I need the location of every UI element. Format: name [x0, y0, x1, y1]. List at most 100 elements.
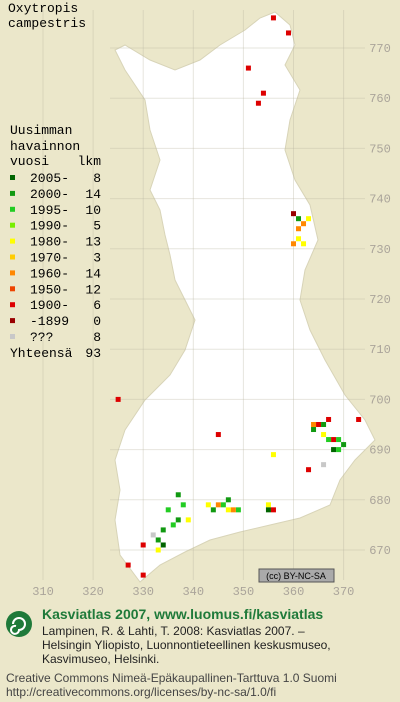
x-tick-label: 320	[82, 585, 104, 599]
legend-count: 10	[85, 203, 101, 218]
observation-square	[155, 537, 161, 543]
legend-count: 14	[85, 266, 101, 281]
observation-square	[180, 502, 186, 508]
legend-heading: havainnon	[10, 139, 80, 154]
observation-square	[160, 527, 166, 533]
observation-square	[321, 422, 327, 427]
site-name: Kasviatlas 2007, www.luomus.fi/kasviatla…	[42, 606, 323, 622]
observation-square	[140, 542, 146, 548]
observation-square	[265, 502, 271, 508]
y-tick-label: 730	[369, 243, 391, 257]
observation-square	[175, 492, 181, 498]
y-tick-label: 740	[369, 193, 391, 207]
finland-outline	[114, 11, 376, 583]
legend-count: 6	[93, 298, 101, 313]
observation-square	[296, 236, 302, 242]
observation-square	[220, 502, 226, 508]
observation-square	[336, 447, 342, 453]
observation-square	[341, 442, 347, 448]
observation-square	[185, 517, 191, 523]
observations	[115, 15, 362, 578]
legend-swatch	[10, 334, 15, 339]
citation: Kasvimuseo, Helsinki.	[42, 652, 159, 666]
x-tick-label: 310	[32, 585, 54, 599]
y-tick-label: 680	[369, 494, 391, 508]
observation-square	[285, 30, 291, 36]
observation-square	[270, 452, 276, 458]
species-title: campestris	[8, 16, 86, 31]
observation-square	[115, 396, 121, 402]
legend-count: 13	[85, 235, 101, 250]
observation-square	[230, 507, 236, 513]
observation-square	[260, 90, 266, 96]
observation-square	[160, 542, 166, 548]
legend-heading: Uusimman	[10, 123, 72, 138]
observation-square	[215, 502, 221, 508]
observation-square	[205, 502, 211, 508]
observation-square	[296, 226, 302, 232]
observation-square	[165, 507, 171, 513]
legend-count: 8	[93, 330, 101, 345]
x-tick-label: 360	[283, 585, 305, 599]
legend-label: -1899	[30, 314, 69, 329]
legend-count: 0	[93, 314, 101, 329]
legend-label: ???	[30, 330, 53, 345]
legend-label: 1990-	[30, 219, 69, 234]
observation-square	[331, 447, 337, 453]
grid	[42, 10, 365, 580]
legend-label: 1950-	[30, 282, 69, 297]
observation-square	[301, 221, 307, 227]
legend-swatch	[10, 238, 15, 244]
observation-square	[140, 572, 146, 578]
legend-count: 3	[93, 251, 101, 266]
observation-square	[321, 462, 327, 468]
observation-square	[326, 416, 332, 422]
observation-square	[235, 507, 241, 513]
license: http://creativecommons.org/licenses/by-n…	[6, 685, 276, 699]
x-tick-label: 330	[132, 585, 154, 599]
legend-swatch	[10, 222, 15, 228]
observation-square	[306, 216, 312, 222]
observation-square	[270, 15, 276, 21]
legend-label: 1995-	[30, 203, 69, 218]
observation-square	[215, 432, 221, 438]
legend-label: 1970-	[30, 251, 69, 266]
y-tick-label: 760	[369, 92, 391, 106]
logo-mark	[6, 611, 32, 637]
x-tick-label: 340	[182, 585, 204, 599]
legend-swatch	[10, 270, 15, 276]
legend-count: 12	[85, 282, 101, 297]
legend-total-label: Yhteensä	[10, 346, 73, 361]
observation-square	[321, 432, 327, 438]
observation-square	[245, 65, 251, 71]
x-tick-label: 350	[233, 585, 255, 599]
legend-swatch	[10, 254, 15, 260]
legend-label: 2000-	[30, 187, 69, 202]
y-tick-label: 710	[369, 343, 391, 357]
license-badge: (cc) BY-NC-SA	[258, 568, 335, 583]
y-tick-label: 770	[369, 42, 391, 56]
observation-square	[356, 416, 362, 422]
observation-square	[336, 437, 342, 443]
observation-square	[225, 497, 231, 503]
observation-square	[270, 507, 276, 513]
observation-square	[316, 422, 322, 427]
y-tick-label: 720	[369, 293, 391, 307]
y-tick-label: 690	[369, 444, 391, 458]
legend-count-header: lkm	[78, 154, 102, 169]
observation-square	[291, 211, 296, 217]
legend-label: 1980-	[30, 235, 69, 250]
observation-square	[175, 517, 181, 523]
observation-square	[210, 507, 216, 513]
citation: Lampinen, R. & Lahti, T. 2008: Kasviatla…	[42, 624, 305, 638]
legend-swatch	[10, 318, 15, 324]
logo	[6, 611, 32, 637]
observation-square	[170, 522, 176, 528]
observation-square	[311, 427, 317, 433]
y-tick-label: 750	[369, 142, 391, 156]
observation-square	[150, 532, 156, 538]
observation-square	[155, 547, 161, 553]
legend-count: 14	[85, 187, 101, 202]
